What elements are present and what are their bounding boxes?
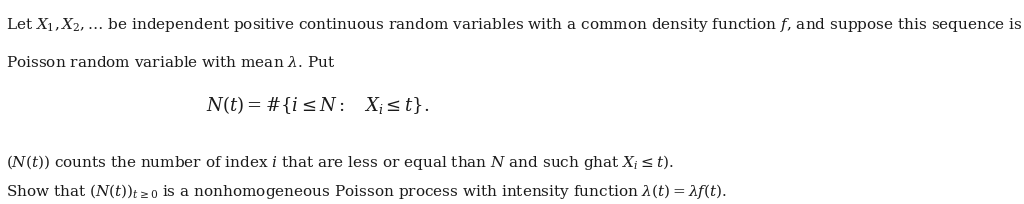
Text: $N(t) = \#\left\{i \leq N : \quad X_i \leq t\right\}.$: $N(t) = \#\left\{i \leq N : \quad X_i \l…	[206, 94, 429, 116]
Text: $(N(t))$ counts the number of index $i$ that are less or equal than $N$ and such: $(N(t))$ counts the number of index $i$ …	[6, 153, 674, 172]
Text: Let $X_1, X_2, \ldots$ be independent positive continuous random variables with : Let $X_1, X_2, \ldots$ be independent po…	[6, 16, 1024, 34]
Text: Show that $(N(t))_{t \geq 0}$ is a nonhomogeneous Poisson process with intensity: Show that $(N(t))_{t \geq 0}$ is a nonho…	[6, 182, 727, 201]
Text: Poisson random variable with mean $\lambda$. Put: Poisson random variable with mean $\lamb…	[6, 55, 336, 70]
